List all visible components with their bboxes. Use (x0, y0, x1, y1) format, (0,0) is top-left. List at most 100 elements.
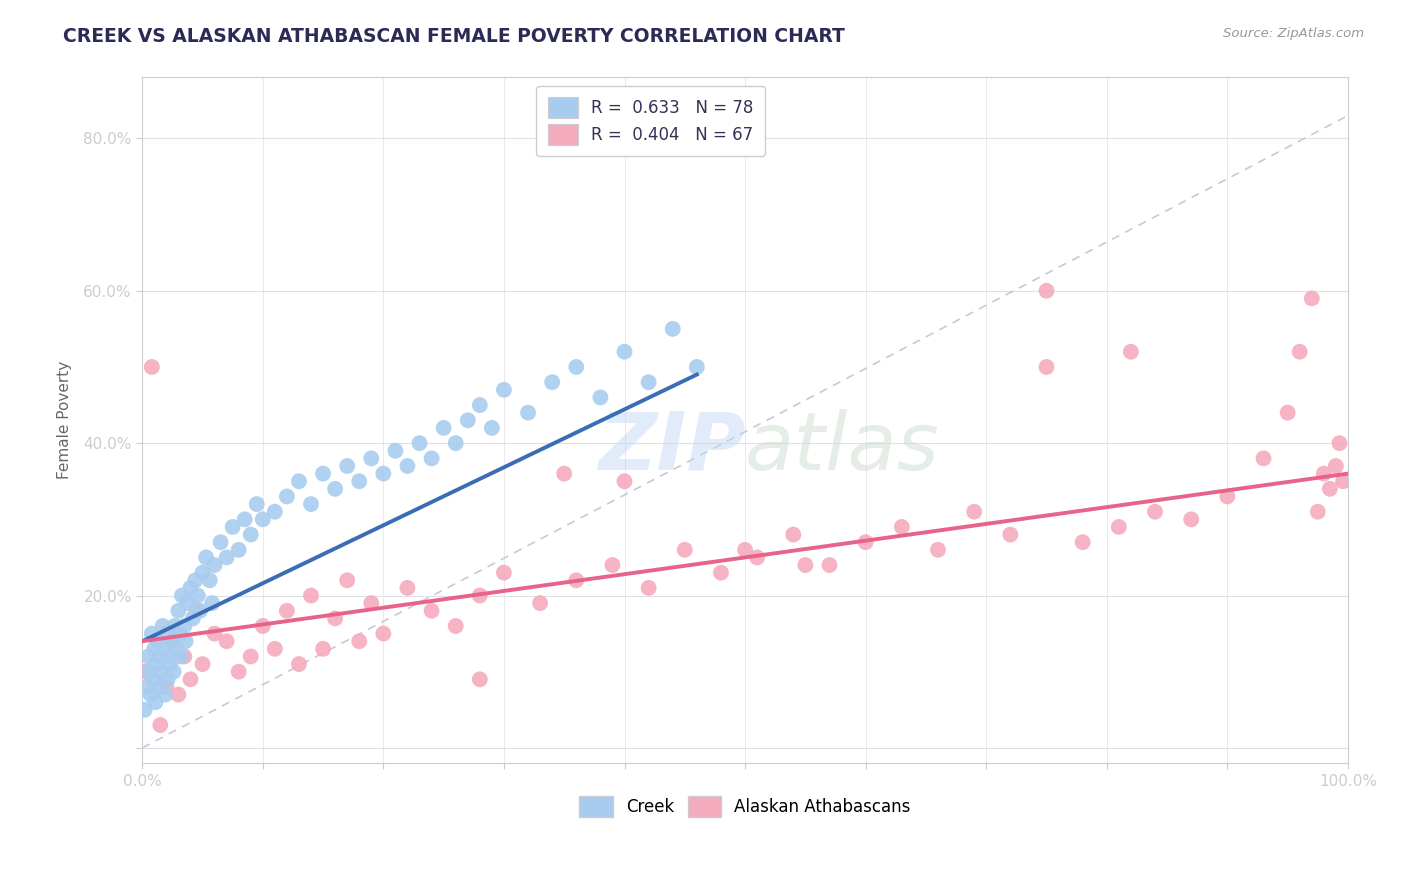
Point (145, 657, 167, 671)
Point (173, 619, 195, 633)
Point (204, 558, 226, 572)
Point (1108, 520, 1130, 534)
Point (336, 574, 359, 588)
Text: atlas: atlas (745, 409, 939, 487)
Point (169, 626, 191, 640)
Point (818, 558, 841, 572)
Point (162, 634, 184, 648)
Point (177, 596, 200, 610)
Point (323, 611, 346, 625)
Point (276, 604, 298, 618)
Point (188, 604, 211, 618)
Point (141, 359, 163, 374)
Point (142, 673, 165, 687)
Point (673, 542, 696, 557)
Legend: Creek, Alaskan Athabascans: Creek, Alaskan Athabascans (572, 789, 917, 823)
Point (134, 703, 156, 717)
Point (136, 680, 159, 694)
Point (1253, 451, 1275, 466)
Point (613, 344, 636, 359)
Point (153, 641, 176, 656)
Point (174, 634, 197, 648)
Point (734, 542, 756, 557)
Point (162, 634, 184, 648)
Point (186, 604, 208, 618)
Point (215, 634, 238, 648)
Point (156, 673, 179, 687)
Point (191, 566, 214, 580)
Point (204, 626, 226, 640)
Point (373, 467, 395, 481)
Point (1301, 292, 1323, 306)
Point (589, 391, 612, 405)
Point (457, 413, 479, 427)
Point (444, 436, 467, 450)
Point (1000, 527, 1022, 541)
Point (890, 520, 912, 534)
Point (179, 673, 201, 687)
Point (170, 589, 193, 603)
Point (173, 649, 195, 664)
Point (187, 589, 209, 603)
Point (492, 383, 515, 397)
Point (263, 505, 285, 519)
Point (420, 604, 443, 618)
Point (149, 649, 172, 664)
Point (1035, 359, 1057, 374)
Point (228, 665, 250, 679)
Point (323, 482, 346, 496)
Point (312, 467, 335, 481)
Point (420, 451, 443, 466)
Point (1119, 344, 1142, 359)
Point (747, 550, 769, 565)
Point (468, 589, 491, 603)
Point (1035, 284, 1057, 298)
Point (252, 619, 274, 633)
Point (1277, 406, 1299, 420)
Point (517, 406, 540, 420)
Point (139, 688, 162, 702)
Point (541, 375, 564, 389)
Y-axis label: Female Poverty: Female Poverty (58, 361, 72, 479)
Point (198, 574, 221, 588)
Point (565, 359, 588, 374)
Point (167, 688, 190, 702)
Point (613, 475, 636, 489)
Point (963, 505, 986, 519)
Point (201, 596, 224, 610)
Point (553, 467, 575, 481)
Point (661, 322, 683, 336)
Point (149, 718, 172, 732)
Point (181, 611, 204, 625)
Point (299, 589, 322, 603)
Point (239, 527, 262, 541)
Point (384, 443, 406, 458)
Point (276, 490, 298, 504)
Point (239, 649, 262, 664)
Point (152, 619, 174, 633)
Point (170, 649, 193, 664)
Point (1071, 535, 1094, 549)
Point (1306, 505, 1329, 519)
Point (228, 542, 250, 557)
Point (468, 673, 491, 687)
Point (492, 566, 515, 580)
Point (1329, 436, 1351, 450)
Point (163, 619, 186, 633)
Point (1216, 490, 1239, 504)
Point (159, 657, 181, 671)
Point (360, 451, 382, 466)
Point (162, 665, 184, 679)
Point (148, 680, 170, 694)
Point (143, 641, 166, 656)
Point (221, 520, 243, 534)
Point (312, 641, 335, 656)
Point (153, 688, 176, 702)
Text: ZIP: ZIP (598, 409, 745, 487)
Point (146, 634, 169, 648)
Point (138, 665, 160, 679)
Point (686, 359, 709, 374)
Point (637, 581, 659, 595)
Point (209, 535, 232, 549)
Point (782, 527, 804, 541)
